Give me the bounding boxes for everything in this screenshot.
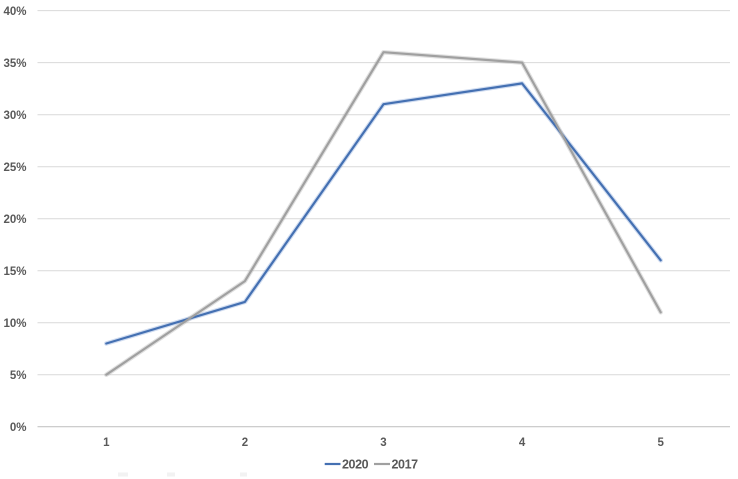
svg-text:2017: 2017 <box>392 458 419 472</box>
svg-text:25%: 25% <box>3 162 26 174</box>
svg-text:5: 5 <box>657 437 664 449</box>
svg-text:30%: 30% <box>3 110 26 122</box>
svg-text:35%: 35% <box>3 58 26 70</box>
svg-text:10%: 10% <box>3 318 26 330</box>
svg-text:15%: 15% <box>3 266 26 278</box>
svg-text:0%: 0% <box>10 422 27 434</box>
svg-text:3: 3 <box>380 437 386 449</box>
svg-text:20%: 20% <box>3 214 26 226</box>
svg-text:4: 4 <box>519 437 526 449</box>
svg-text:1: 1 <box>103 437 110 449</box>
svg-text:2020: 2020 <box>342 458 369 472</box>
svg-text:2: 2 <box>242 437 248 449</box>
svg-text:40%: 40% <box>3 6 26 18</box>
svg-text:5%: 5% <box>10 370 27 382</box>
